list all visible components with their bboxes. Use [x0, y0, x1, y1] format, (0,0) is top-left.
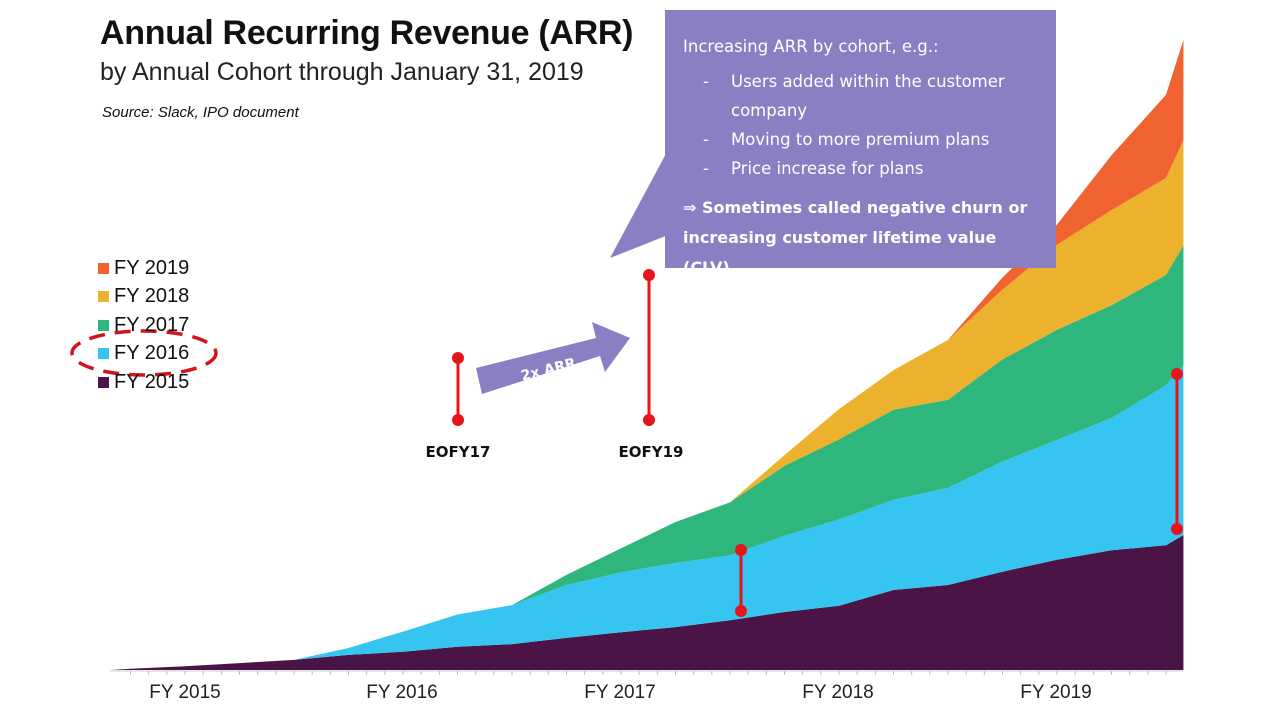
callout-bullets: Users added within the customer company …	[683, 67, 1038, 183]
legend-swatch	[98, 262, 109, 274]
area-fy2016	[110, 365, 1184, 670]
marker-dot	[735, 605, 747, 617]
x-tick-label: FY 2015	[149, 682, 221, 703]
red-markers	[452, 269, 1183, 617]
marker-dot	[452, 352, 464, 364]
area-fy2017	[110, 245, 1184, 670]
legend-label: FY 2016	[114, 342, 190, 365]
marker-dot	[452, 414, 464, 426]
callout-box: Increasing ARR by cohort, e.g.: Users ad…	[665, 10, 1056, 277]
callout-heading: Increasing ARR by cohort, e.g.:	[683, 37, 939, 56]
legend-item-fy2015: FY 2015	[98, 368, 189, 397]
source-note: Source: Slack, IPO document	[102, 104, 299, 121]
legend-label: FY 2018	[114, 285, 190, 308]
area-layers	[110, 40, 1184, 671]
callout-bullet: Users added within the customer company	[683, 67, 1038, 125]
x-tick-label: FY 2016	[366, 682, 438, 703]
x-axis-ticks	[130, 671, 1167, 675]
legend-label: FY 2017	[114, 313, 190, 336]
eofy17-label: EOFY17	[425, 443, 491, 461]
highlight-ellipse	[70, 329, 218, 377]
legend-label: FY 2015	[114, 370, 190, 393]
x-tick-label: FY 2018	[802, 682, 874, 703]
x-tick-label: FY 2017	[584, 682, 656, 703]
callout-conclusion: ⇒ Sometimes called negative churn or inc…	[683, 198, 1028, 277]
chart-subtitle: by Annual Cohort through January 31, 201…	[100, 58, 584, 86]
x-tick-label: FY 2019	[1020, 682, 1092, 703]
callout-bullet: Price increase for plans	[683, 154, 1038, 183]
legend-swatch	[98, 291, 109, 303]
callout-pointer	[610, 150, 668, 258]
marker-dot	[735, 544, 747, 556]
legend-swatch	[98, 348, 109, 360]
growth-arrow: 2x ARR	[476, 322, 630, 394]
marker-dot	[643, 269, 655, 281]
legend-item-fy2016: FY 2016	[98, 340, 189, 369]
area-fy2015	[110, 535, 1184, 670]
marker-dot	[1171, 523, 1183, 535]
legend-swatch	[98, 319, 109, 331]
eofy19-label: EOFY19	[618, 443, 684, 461]
marker-dot	[643, 414, 655, 426]
legend-label: FY 2019	[114, 256, 190, 279]
marker-dot	[1171, 368, 1183, 380]
legend-item-fy2017: FY 2017	[98, 311, 189, 340]
legend-item-fy2019: FY 2019	[98, 254, 189, 283]
legend: FY 2019 FY 2018 FY 2017 FY 2016 FY 2015	[98, 254, 189, 397]
chart-title: Annual Recurring Revenue (ARR)	[100, 14, 634, 52]
callout-bullet: Moving to more premium plans	[683, 125, 1038, 154]
legend-item-fy2018: FY 2018	[98, 283, 189, 312]
legend-swatch	[98, 376, 109, 388]
